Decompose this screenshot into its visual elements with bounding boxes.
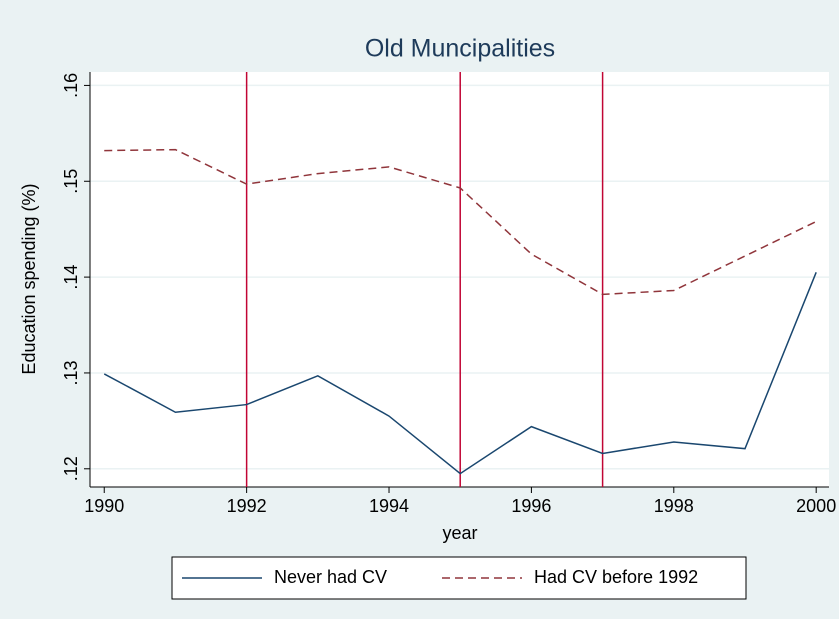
y-tick-label: .16 — [61, 73, 81, 98]
legend-label: Had CV before 1992 — [534, 567, 698, 587]
y-tick-label: .15 — [61, 169, 81, 194]
x-tick-label: 1990 — [84, 496, 124, 516]
legend-label: Never had CV — [274, 567, 387, 587]
series-line — [103, 272, 817, 475]
x-tick-label: 1994 — [369, 496, 409, 516]
y-axis-label: Education spending (%) — [19, 183, 39, 374]
x-tick-label: 2000 — [796, 496, 836, 516]
series-line — [104, 148, 817, 296]
y-tick-label: .12 — [61, 456, 81, 481]
x-tick-label: 1992 — [227, 496, 267, 516]
y-tick-label: .14 — [61, 265, 81, 290]
x-tick-label: 1996 — [511, 496, 551, 516]
x-tick-label: 1998 — [654, 496, 694, 516]
x-axis-label: year — [442, 523, 477, 543]
legend-box — [171, 556, 747, 600]
chart-title: Old Muncipalities — [365, 35, 555, 63]
y-tick-label: .13 — [61, 360, 81, 385]
